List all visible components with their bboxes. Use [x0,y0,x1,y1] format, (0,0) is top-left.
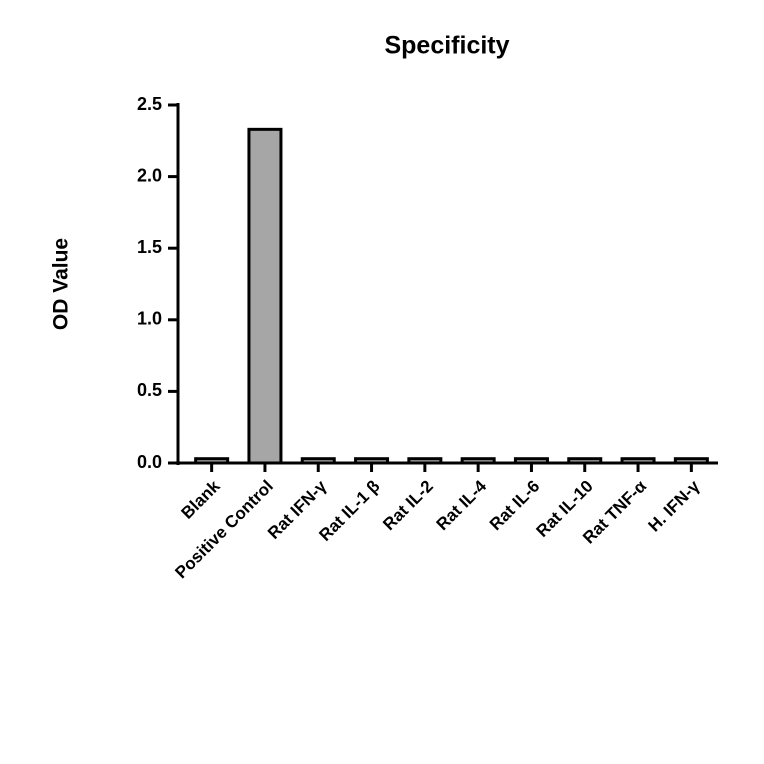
y-tick-label: 0.5 [137,380,162,400]
bar [194,457,230,465]
y-tick-label: 0.0 [137,452,162,472]
x-tick-label: H. IFN-γ [644,476,703,535]
bar [567,457,603,465]
y-tick-label: 2.5 [137,94,162,114]
bar [460,457,496,465]
bar [513,457,549,465]
y-tick-label: 1.5 [137,237,162,257]
y-tick-label: 1.0 [137,309,162,329]
bar [673,457,709,465]
y-tick-label: 2.0 [137,165,162,185]
bar [620,457,656,465]
x-tick-label: Blank [177,476,224,523]
x-tick-label: Rat IL-2 [379,477,437,535]
y-axis-label: OD Value [50,238,73,330]
x-tick-label: Positive Control [171,477,277,583]
bar [407,457,443,465]
bar [247,127,283,465]
chart-title: Specificity [384,32,509,60]
x-tick-label: Rat IL-4 [433,476,491,534]
bar [300,457,336,465]
bar [354,457,390,465]
